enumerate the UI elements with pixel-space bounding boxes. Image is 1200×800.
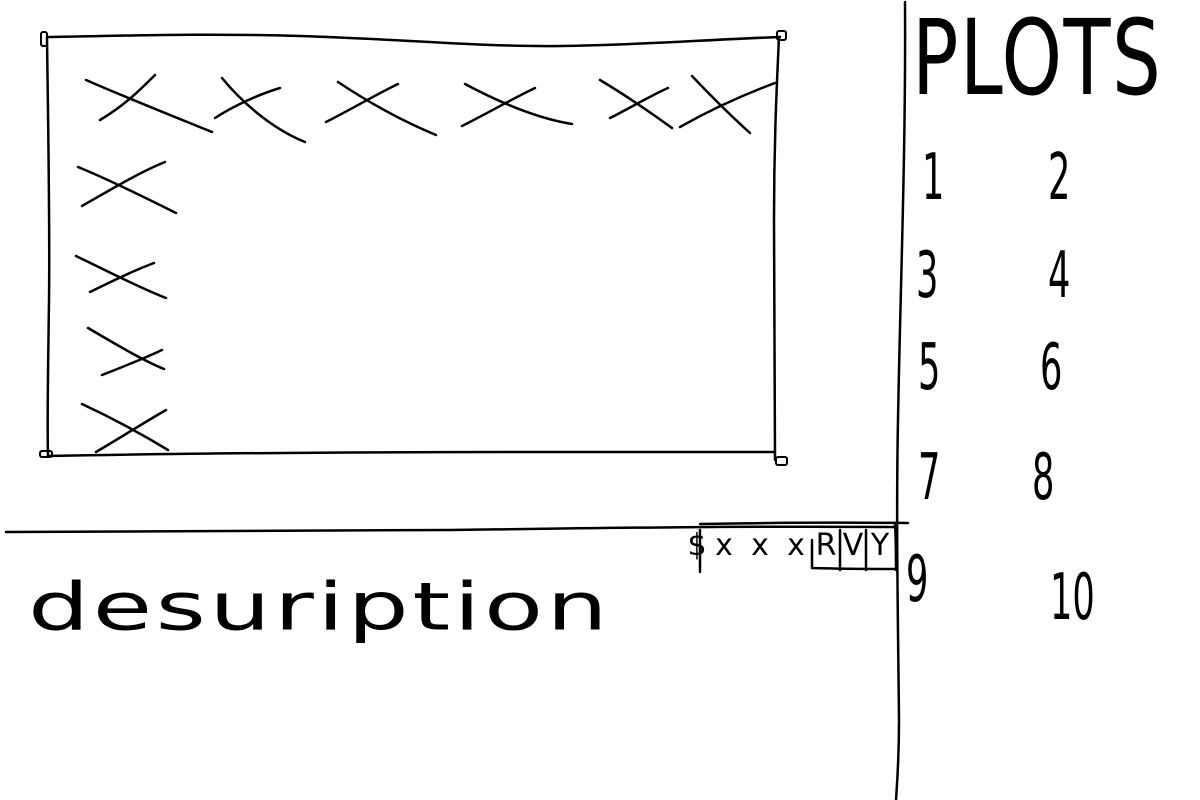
cross-icon[interactable]: x — [751, 528, 769, 563]
plot-link-2[interactable]: 2 — [1048, 141, 1071, 215]
marker-cross-icon[interactable] — [598, 78, 674, 130]
plot-link-10[interactable]: 10 — [1050, 561, 1095, 635]
marker-cross-icon[interactable] — [460, 82, 574, 128]
vertical-divider — [894, 0, 907, 800]
r-icon[interactable]: R — [815, 528, 837, 563]
plot-link-1[interactable]: 1 — [922, 141, 945, 215]
cross-icon[interactable]: x — [787, 528, 805, 563]
plot-link-9[interactable]: 9 — [906, 543, 929, 617]
left-column-markers — [74, 160, 178, 454]
resize-handle[interactable] — [775, 456, 788, 466]
marker-cross-icon[interactable] — [213, 76, 307, 144]
marker-cross-icon[interactable] — [84, 73, 214, 134]
top-row-markers — [84, 73, 777, 144]
plot-link-6[interactable]: 6 — [1040, 331, 1063, 405]
resize-handle[interactable] — [776, 30, 787, 41]
y-icon[interactable]: Y — [870, 528, 890, 563]
resize-handle[interactable] — [40, 31, 48, 47]
plot-frame — [39, 30, 788, 466]
marker-cross-icon[interactable] — [80, 402, 170, 454]
resize-handle[interactable] — [39, 450, 53, 458]
horizontal-divider — [4, 525, 897, 534]
plot-link-8[interactable]: 8 — [1032, 441, 1055, 515]
plot-link-3[interactable]: 3 — [916, 239, 939, 313]
marker-cross-icon[interactable] — [74, 254, 168, 300]
toolbar-frame — [698, 521, 910, 572]
dollar-icon[interactable]: $ — [687, 528, 707, 563]
marker-cross-icon[interactable] — [76, 160, 178, 215]
plot-link-4[interactable]: 4 — [1048, 239, 1071, 313]
cross-icon[interactable]: x — [715, 528, 733, 563]
marker-cross-icon[interactable] — [324, 80, 438, 137]
plot-link-7[interactable]: 7 — [918, 441, 941, 515]
sidebar-title: PLOTS — [912, 0, 1163, 119]
description-text: desuription — [28, 568, 612, 645]
v-icon[interactable]: V — [842, 528, 864, 563]
marker-cross-icon[interactable] — [678, 74, 777, 135]
plot-link-5[interactable]: 5 — [918, 331, 941, 405]
marker-cross-icon[interactable] — [86, 326, 166, 377]
